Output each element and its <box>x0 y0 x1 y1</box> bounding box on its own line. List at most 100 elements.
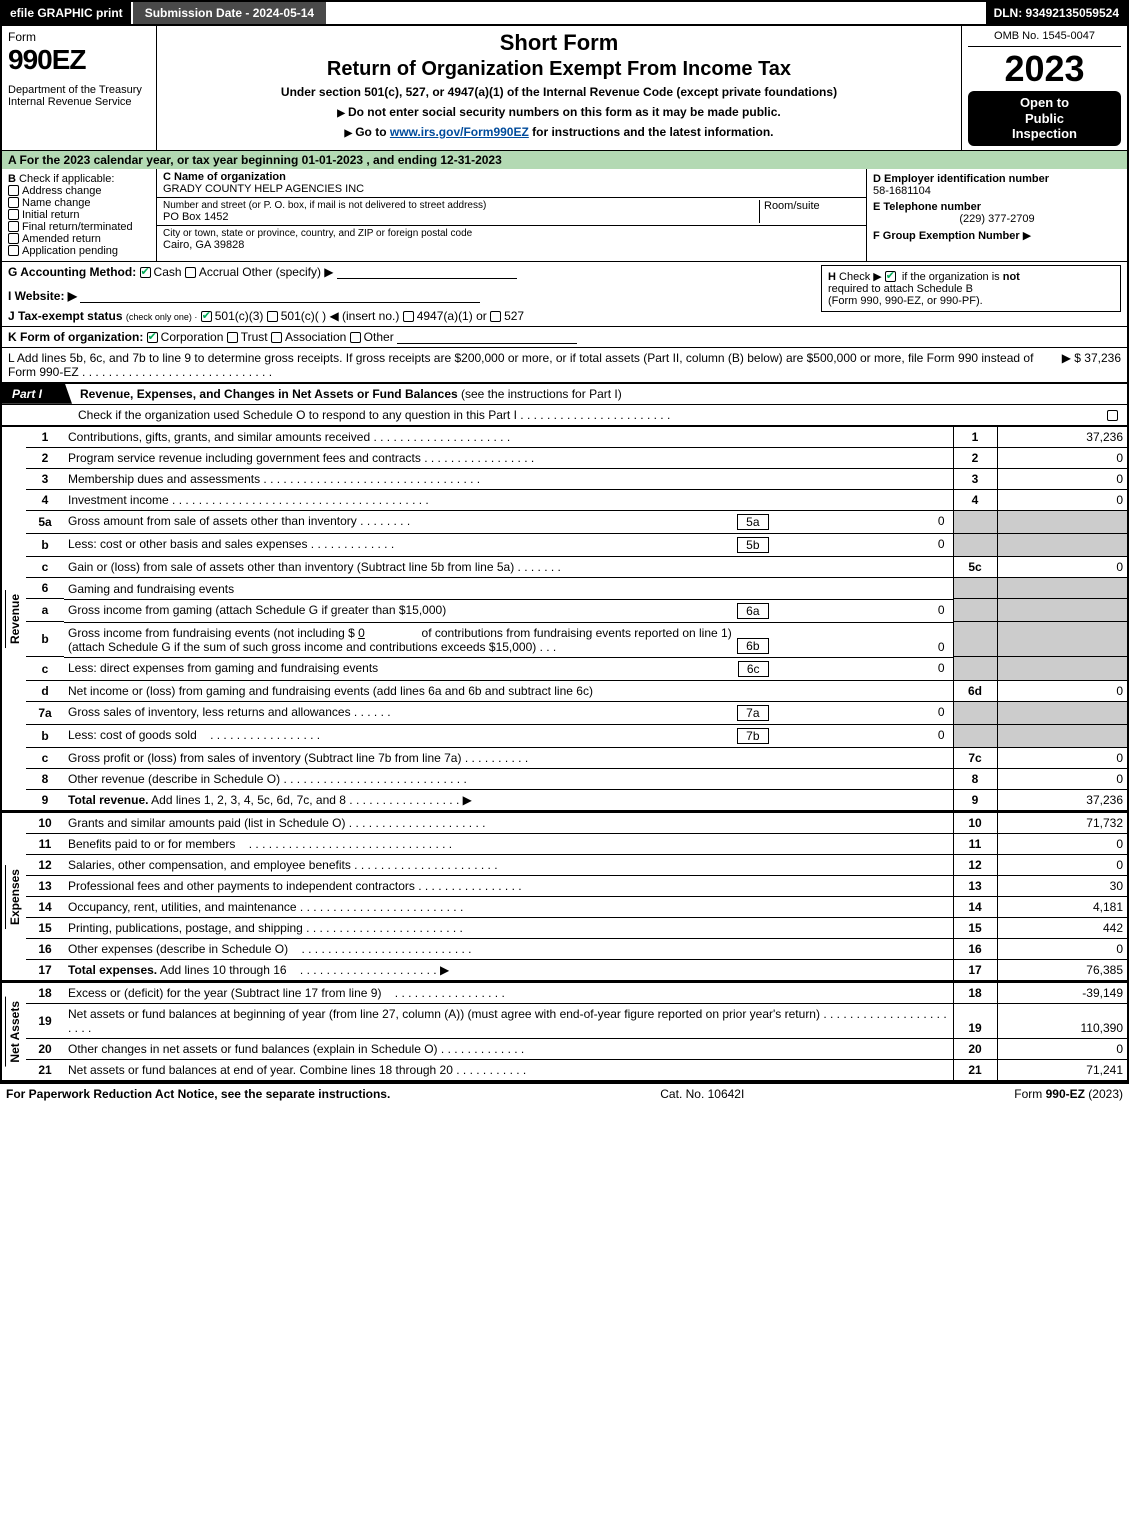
line7a-shade <box>953 701 997 724</box>
website-field[interactable] <box>80 289 480 303</box>
name-change-checkbox[interactable] <box>8 197 19 208</box>
line4-num: 4 <box>26 489 64 510</box>
line8-value: 0 <box>997 769 1127 790</box>
title-main: Return of Organization Exempt From Incom… <box>163 58 955 81</box>
initial-return-checkbox[interactable] <box>8 209 19 220</box>
line2-rnum: 2 <box>953 447 997 468</box>
line17-desc2: Add lines 10 through 16 <box>157 963 286 977</box>
line17-value: 76,385 <box>997 960 1127 981</box>
line1-num: 1 <box>26 426 64 447</box>
line2-value: 0 <box>997 447 1127 468</box>
line7a-desc: Gross sales of inventory, less returns a… <box>68 705 351 719</box>
street-label: Number and street (or P. O. box, if mail… <box>163 200 755 211</box>
4947-checkbox[interactable] <box>403 311 414 322</box>
final-return-label: Final return/terminated <box>22 221 133 233</box>
corporation-checkbox[interactable] <box>147 332 158 343</box>
line19-value: 110,390 <box>997 1004 1127 1039</box>
other-org-checkbox[interactable] <box>350 332 361 343</box>
line6b-rshade <box>997 622 1127 657</box>
h-label: H <box>828 271 836 283</box>
h-text4: (Form 990, 990-EZ, or 990-PF). <box>828 295 983 307</box>
other-org-field[interactable] <box>397 330 577 344</box>
line5b-sv: 0 <box>769 537 949 553</box>
header-center: Short Form Return of Organization Exempt… <box>157 26 962 150</box>
line6-num: 6 <box>26 578 64 599</box>
line2-num: 2 <box>26 447 64 468</box>
line6b-shade <box>953 622 997 657</box>
ein-value: 58-1681104 <box>873 185 1121 197</box>
line12-desc: Salaries, other compensation, and employ… <box>68 858 351 872</box>
association-checkbox[interactable] <box>271 332 282 343</box>
assoc-label: Association <box>285 330 346 344</box>
line6b-sv: 0 <box>769 640 949 654</box>
column-b: B Check if applicable: Address change Na… <box>2 169 157 261</box>
h-not: not <box>1003 271 1020 283</box>
line6c-shade <box>953 657 997 681</box>
trust-label: Trust <box>241 330 268 344</box>
irs-link[interactable]: www.irs.gov/Form990EZ <box>390 125 529 139</box>
row-a-tax-year: A For the 2023 calendar year, or tax yea… <box>0 151 1129 169</box>
line18-num: 18 <box>26 983 64 1004</box>
net-assets-vlabel: Net Assets <box>5 997 24 1067</box>
line16-num: 16 <box>26 939 64 960</box>
expenses-vlabel: Expenses <box>5 865 24 929</box>
j-label: J Tax-exempt status <box>8 309 123 323</box>
cash-label: Cash <box>154 265 182 279</box>
line10-rnum: 10 <box>953 813 997 834</box>
part1-schedule-o-checkbox[interactable] <box>1107 410 1118 421</box>
line20-value: 0 <box>997 1039 1127 1060</box>
line7b-sn: 7b <box>737 728 768 744</box>
527-checkbox[interactable] <box>490 311 501 322</box>
line14-value: 4,181 <box>997 897 1127 918</box>
street-value: PO Box 1452 <box>163 211 755 223</box>
b-label: B <box>8 173 16 185</box>
footer-row: For Paperwork Reduction Act Notice, see … <box>0 1082 1129 1104</box>
address-change-checkbox[interactable] <box>8 185 19 196</box>
revenue-table: 1 Contributions, gifts, grants, and simil… <box>26 426 1127 811</box>
form-number: 990EZ <box>8 44 150 76</box>
amended-return-checkbox[interactable] <box>8 233 19 244</box>
open-to-public-badge: Open to Public Inspection <box>968 91 1121 146</box>
h-checkbox[interactable] <box>885 271 896 282</box>
cash-checkbox[interactable] <box>140 267 151 278</box>
application-pending-checkbox[interactable] <box>8 245 19 256</box>
501c3-checkbox[interactable] <box>201 311 212 322</box>
line19-desc: Net assets or fund balances at beginning… <box>68 1007 820 1021</box>
line1-value: 37,236 <box>997 426 1127 447</box>
final-return-checkbox[interactable] <box>8 221 19 232</box>
instruction-link: Go to www.irs.gov/Form990EZ for instruct… <box>163 125 955 139</box>
accrual-checkbox[interactable] <box>185 267 196 278</box>
line21-desc: Net assets or fund balances at end of ye… <box>68 1063 453 1077</box>
line15-value: 442 <box>997 918 1127 939</box>
row-k: K Form of organization: Corporation Trus… <box>0 327 1129 348</box>
line5b-shade <box>953 533 997 557</box>
line16-value: 0 <box>997 939 1127 960</box>
line3-num: 3 <box>26 468 64 489</box>
line1-desc: Contributions, gifts, grants, and simila… <box>68 430 370 444</box>
line5b-sn: 5b <box>737 537 768 553</box>
efile-print-button[interactable]: efile GRAPHIC print <box>2 2 131 24</box>
section-bcd: B Check if applicable: Address change Na… <box>0 169 1129 262</box>
line19-rnum: 19 <box>953 1004 997 1039</box>
line5a-desc: Gross amount from sale of assets other t… <box>68 514 357 528</box>
501c-checkbox[interactable] <box>267 311 278 322</box>
line6-desc: Gaming and fundraising events <box>64 578 953 599</box>
other-specify-field[interactable] <box>337 265 517 279</box>
trust-checkbox[interactable] <box>227 332 238 343</box>
line5a-rshade <box>997 510 1127 533</box>
subtitle: Under section 501(c), 527, or 4947(a)(1)… <box>163 85 955 99</box>
j-small: (check only one) · <box>126 312 198 322</box>
line18-value: -39,149 <box>997 983 1127 1004</box>
open-line1: Open to <box>974 95 1115 111</box>
expenses-table: 10Grants and similar amounts paid (list … <box>26 812 1127 980</box>
h-check-arrow: Check ▶ <box>839 271 882 283</box>
line5b-num: b <box>26 533 64 557</box>
line20-desc: Other changes in net assets or fund bala… <box>68 1042 438 1056</box>
i-website-label: I Website: ▶ <box>8 289 77 303</box>
header-left: Form 990EZ Department of the Treasury In… <box>2 26 157 150</box>
phone-label: E Telephone number <box>873 201 981 213</box>
line18-rnum: 18 <box>953 983 997 1004</box>
line6-rshade <box>997 578 1127 599</box>
line6c-desc: Less: direct expenses from gaming and fu… <box>68 661 738 677</box>
link-suffix: for instructions and the latest informat… <box>529 125 774 139</box>
